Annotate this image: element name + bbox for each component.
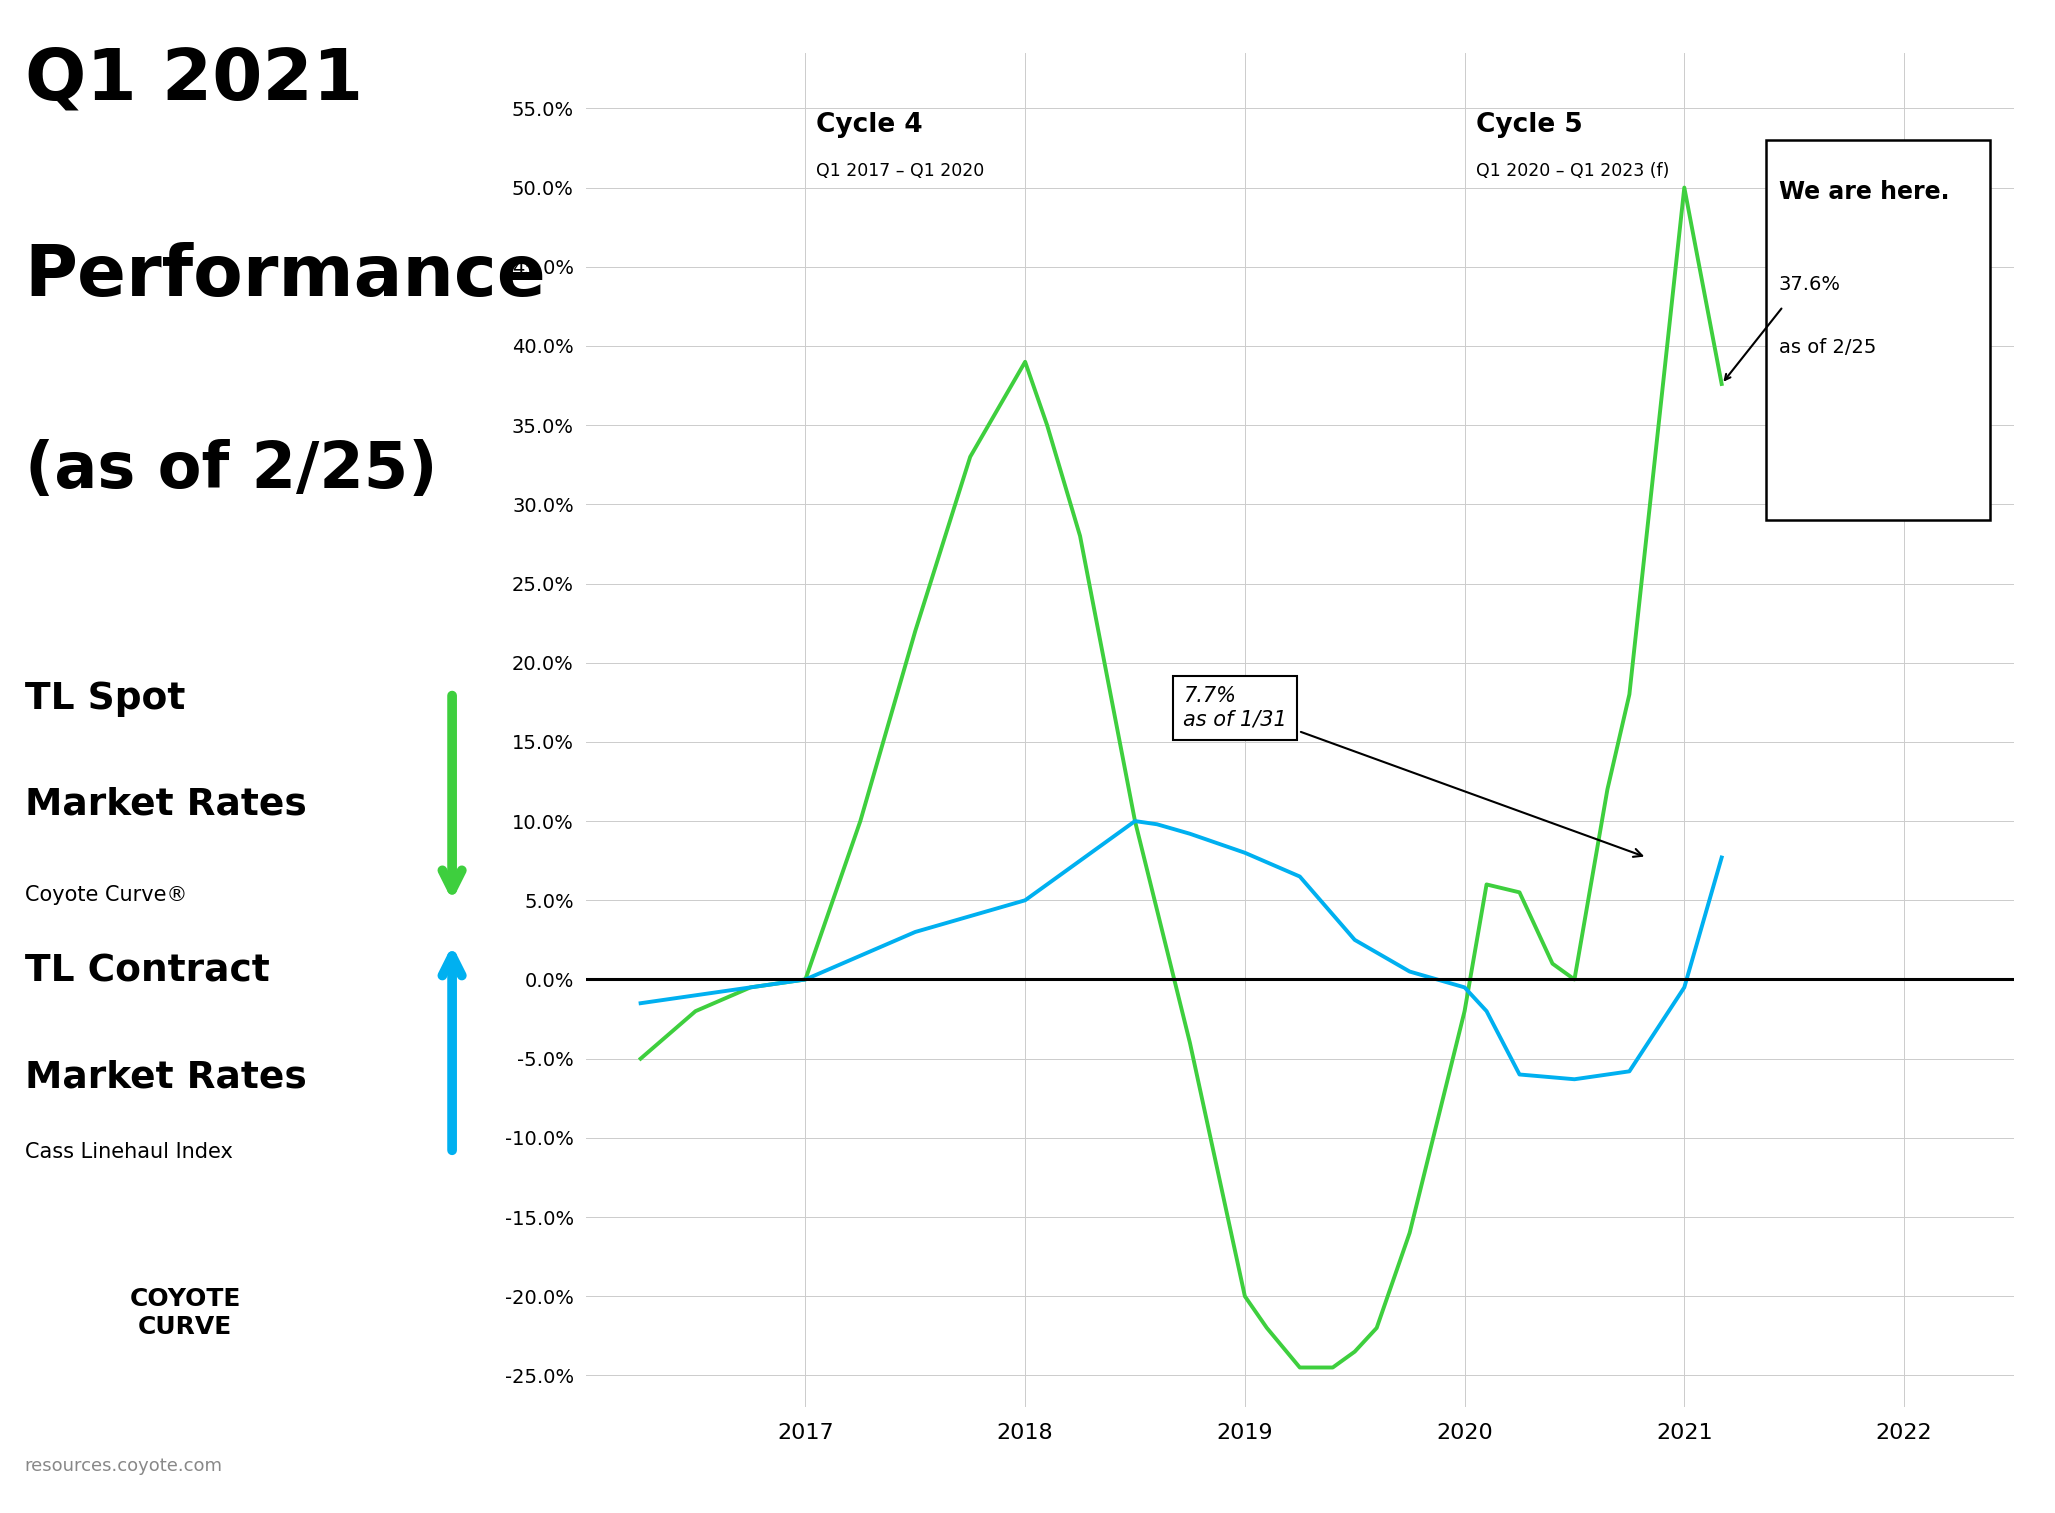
Text: Q1 2020 – Q1 2023 (f): Q1 2020 – Q1 2023 (f) <box>1475 162 1669 180</box>
Text: as of 2/25: as of 2/25 <box>1780 337 1876 357</box>
Text: Market Rates: Market Rates <box>25 787 306 823</box>
Text: TL Contract: TL Contract <box>25 953 269 990</box>
Text: Q1 2017 – Q1 2020: Q1 2017 – Q1 2020 <box>816 162 984 180</box>
Text: (as of 2/25): (as of 2/25) <box>25 439 438 501</box>
FancyBboxPatch shape <box>1765 141 1989 520</box>
Text: We are here.: We are here. <box>1780 180 1950 204</box>
Text: 7.7%
as of 1/31: 7.7% as of 1/31 <box>1184 687 1642 856</box>
Text: Cass Linehaul Index: Cass Linehaul Index <box>25 1142 232 1162</box>
Text: COYOTE
CURVE: COYOTE CURVE <box>129 1288 240 1339</box>
Text: Cycle 5: Cycle 5 <box>1475 112 1582 138</box>
Text: Coyote Curve®: Coyote Curve® <box>25 885 187 905</box>
Text: TL Spot: TL Spot <box>25 681 185 717</box>
Text: Cycle 4: Cycle 4 <box>816 112 923 138</box>
Text: Q1 2021: Q1 2021 <box>25 45 364 115</box>
Text: resources.coyote.com: resources.coyote.com <box>25 1457 222 1475</box>
Text: Performance: Performance <box>25 242 547 312</box>
Text: Market Rates: Market Rates <box>25 1059 306 1095</box>
Text: 37.6%: 37.6% <box>1780 275 1841 294</box>
